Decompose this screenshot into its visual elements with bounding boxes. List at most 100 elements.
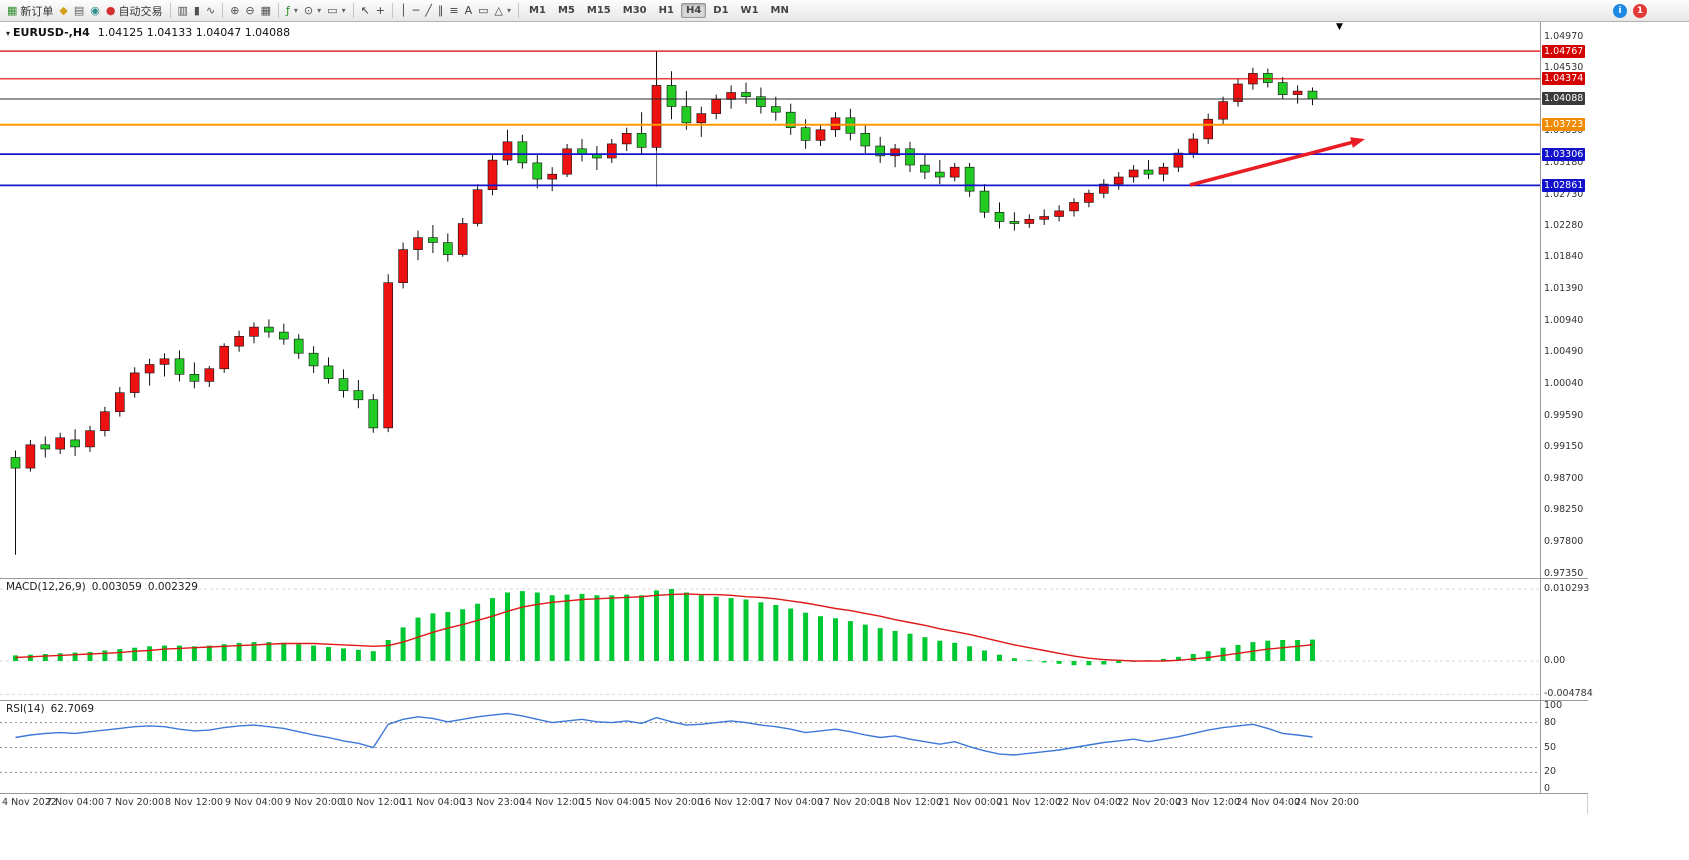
horizontal-line-button[interactable]: ─ xyxy=(410,2,423,20)
price-tick: 1.00040 xyxy=(1544,378,1584,389)
data-window-button[interactable]: ◉ xyxy=(87,2,103,20)
timeframe-m1[interactable]: M1 xyxy=(529,5,546,16)
candle xyxy=(100,411,110,432)
time-label: 24 Nov 20:00 xyxy=(1294,797,1360,808)
candle xyxy=(681,106,692,124)
periods-button[interactable]: ⊙ ▾ xyxy=(301,2,324,20)
zoom-out-button[interactable]: ⊖ xyxy=(242,2,257,20)
timeframe-m30[interactable]: M30 xyxy=(622,5,647,16)
candle xyxy=(1113,176,1124,185)
scroll-end-marker-icon[interactable]: ▼ xyxy=(1336,22,1343,32)
rsi-tick: 80 xyxy=(1544,717,1557,728)
rsi-axis[interactable]: 100 80 50 20 0 xyxy=(1540,700,1588,794)
price-tick: 1.01840 xyxy=(1544,251,1584,262)
timeframe-d1[interactable]: D1 xyxy=(713,5,729,16)
zoom-in-button[interactable]: ⊕ xyxy=(227,2,242,20)
candle xyxy=(651,85,662,148)
candle xyxy=(666,85,677,107)
indicators-button[interactable]: ƒ ▾ xyxy=(283,2,301,20)
fibonacci-button[interactable]: ≡ xyxy=(446,2,461,20)
timeframe-m5[interactable]: M5 xyxy=(557,5,575,16)
candle xyxy=(1277,82,1288,95)
candle xyxy=(85,430,95,448)
candle xyxy=(1128,169,1139,178)
candle xyxy=(741,92,751,97)
time-axis[interactable]: 4 Nov 2022 7 Nov 04:00 7 Nov 20:00 8 Nov 12… xyxy=(0,793,1588,814)
candle xyxy=(70,439,80,448)
timeframe-h1[interactable]: H1 xyxy=(658,5,674,16)
price-tick: 0.99590 xyxy=(1544,410,1584,421)
timeframe-w1[interactable]: W1 xyxy=(740,5,759,16)
cursor-button[interactable]: ↖ xyxy=(358,2,373,20)
channel-button[interactable]: ∥ xyxy=(435,2,447,20)
candle xyxy=(144,364,155,374)
vertical-line-button[interactable]: │ xyxy=(397,2,410,20)
periods-icon: ⊙ xyxy=(303,4,314,17)
line-chart-button[interactable]: ∿ xyxy=(203,2,218,20)
macd-histogram xyxy=(13,589,1315,666)
candle xyxy=(1084,192,1094,203)
market-watch-button[interactable]: ▤ xyxy=(71,2,87,20)
price-tick: 0.98250 xyxy=(1544,504,1584,515)
candle xyxy=(502,141,513,161)
new-order-button[interactable]: ▦ 新订单 xyxy=(4,2,56,20)
timeframe-mn[interactable]: MN xyxy=(770,5,789,16)
bar-chart-button[interactable]: ▥ xyxy=(175,2,191,20)
candle xyxy=(800,127,811,141)
toolbar-separator xyxy=(278,3,280,18)
macd-signal-line xyxy=(15,593,1313,662)
timeframe-m15[interactable]: M15 xyxy=(586,5,611,16)
price-axis[interactable]: 1.049701.045301.036301.031801.027301.022… xyxy=(1540,22,1588,579)
trend-arrow[interactable] xyxy=(1189,137,1365,187)
candle xyxy=(1203,118,1213,140)
time-label: 9 Nov 20:00 xyxy=(284,797,344,808)
price-tick: 0.99150 xyxy=(1544,441,1584,452)
timeframe-h4[interactable]: H4 xyxy=(680,3,707,18)
price-badge: 1.04374 xyxy=(1542,72,1586,85)
navigator-button[interactable]: ◆ xyxy=(56,2,70,20)
candle xyxy=(934,171,945,178)
crosshair-button[interactable]: + xyxy=(373,2,388,20)
candle xyxy=(532,162,543,180)
candle xyxy=(457,223,468,255)
candle xyxy=(1218,101,1228,120)
candle xyxy=(1292,90,1303,95)
label-button[interactable]: ▭ xyxy=(475,2,491,20)
symbol-ohlc-label: ▾ EURUSD-,H4 1.04125 1.04133 1.04047 1.040… xyxy=(6,26,290,39)
tile-windows-button[interactable]: ▦ xyxy=(258,2,274,20)
fibonacci-icon: ≡ xyxy=(449,4,459,17)
macd-axis[interactable]: 0.010293 0.00 -0.004784 xyxy=(1540,578,1593,700)
news-icon[interactable]: i xyxy=(1613,3,1627,18)
tile-windows-icon: ▦ xyxy=(260,4,272,17)
templates-icon: ▭ xyxy=(327,4,338,17)
candle xyxy=(323,365,334,379)
price-badge: 1.02861 xyxy=(1542,179,1586,192)
templates-button[interactable]: ▭ ▾ xyxy=(324,2,348,20)
candlestick-icon: ▮ xyxy=(193,4,200,17)
candlestick-button[interactable]: ▮ xyxy=(191,2,203,20)
macd-name: MACD(12,26,9) xyxy=(6,581,86,593)
candle xyxy=(1069,202,1079,212)
auto-trading-button[interactable]: ● 自动交易 xyxy=(103,2,166,20)
rsi-tick: 0 xyxy=(1544,783,1551,794)
macd-tick: 0.010293 xyxy=(1544,583,1590,594)
ohlc-values: 1.04125 1.04133 1.04047 1.04088 xyxy=(97,26,291,39)
symbol-dropdown-icon[interactable]: ▾ xyxy=(6,29,11,38)
candle xyxy=(204,368,215,382)
price-tick: 1.02280 xyxy=(1544,220,1584,231)
notification-badge[interactable]: 1 xyxy=(1633,3,1647,18)
candle xyxy=(398,249,408,284)
symbol-name: EURUSD-,H4 xyxy=(13,26,90,39)
candle xyxy=(249,326,259,337)
rsi-tick: 50 xyxy=(1544,742,1557,753)
rsi-panel[interactable]: RSI(14) 62.7069 xyxy=(0,700,1540,793)
price-chart-panel[interactable]: ▾ EURUSD-,H4 1.04125 1.04133 1.04047 1.040… xyxy=(0,22,1540,578)
candle xyxy=(517,141,528,164)
shapes-button[interactable]: △ ▾ xyxy=(492,2,514,20)
macd-panel[interactable]: MACD(12,26,9) 0.003059 0.002329 xyxy=(0,578,1540,700)
trendline-button[interactable]: ╱ xyxy=(422,2,435,20)
label-icon: ▭ xyxy=(478,4,489,17)
text-button[interactable]: A xyxy=(462,2,476,20)
candle xyxy=(860,133,871,147)
rsi-line xyxy=(15,712,1313,756)
